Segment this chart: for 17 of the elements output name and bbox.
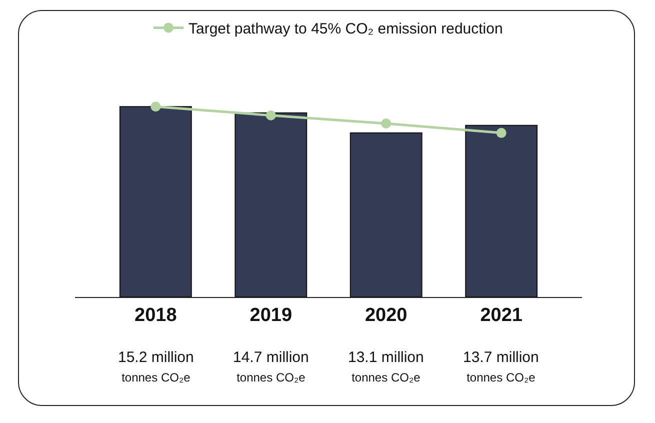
x-tick-label: 2018 bbox=[134, 305, 177, 326]
point bbox=[266, 110, 276, 120]
x-tick-label: 2019 bbox=[250, 305, 292, 326]
point bbox=[496, 128, 506, 138]
data-label: 13.7 million tonnes CO₂e bbox=[463, 349, 539, 384]
bar bbox=[350, 132, 422, 297]
bar bbox=[119, 106, 192, 297]
data-label: 13.1 million tonnes CO₂e bbox=[348, 349, 424, 384]
legend-label: Target pathway to 45% CO₂ emission reduction bbox=[188, 20, 503, 38]
point bbox=[381, 118, 392, 129]
point bbox=[150, 102, 161, 112]
data-label: 14.7 million tonnes CO₂e bbox=[233, 349, 309, 384]
x-tick-label: 2021 bbox=[480, 305, 523, 326]
bar bbox=[234, 112, 308, 297]
bar bbox=[465, 124, 538, 297]
x-tick-label: 2020 bbox=[364, 305, 408, 326]
data-label: 15.2 million tonnes CO₂e bbox=[118, 349, 194, 384]
